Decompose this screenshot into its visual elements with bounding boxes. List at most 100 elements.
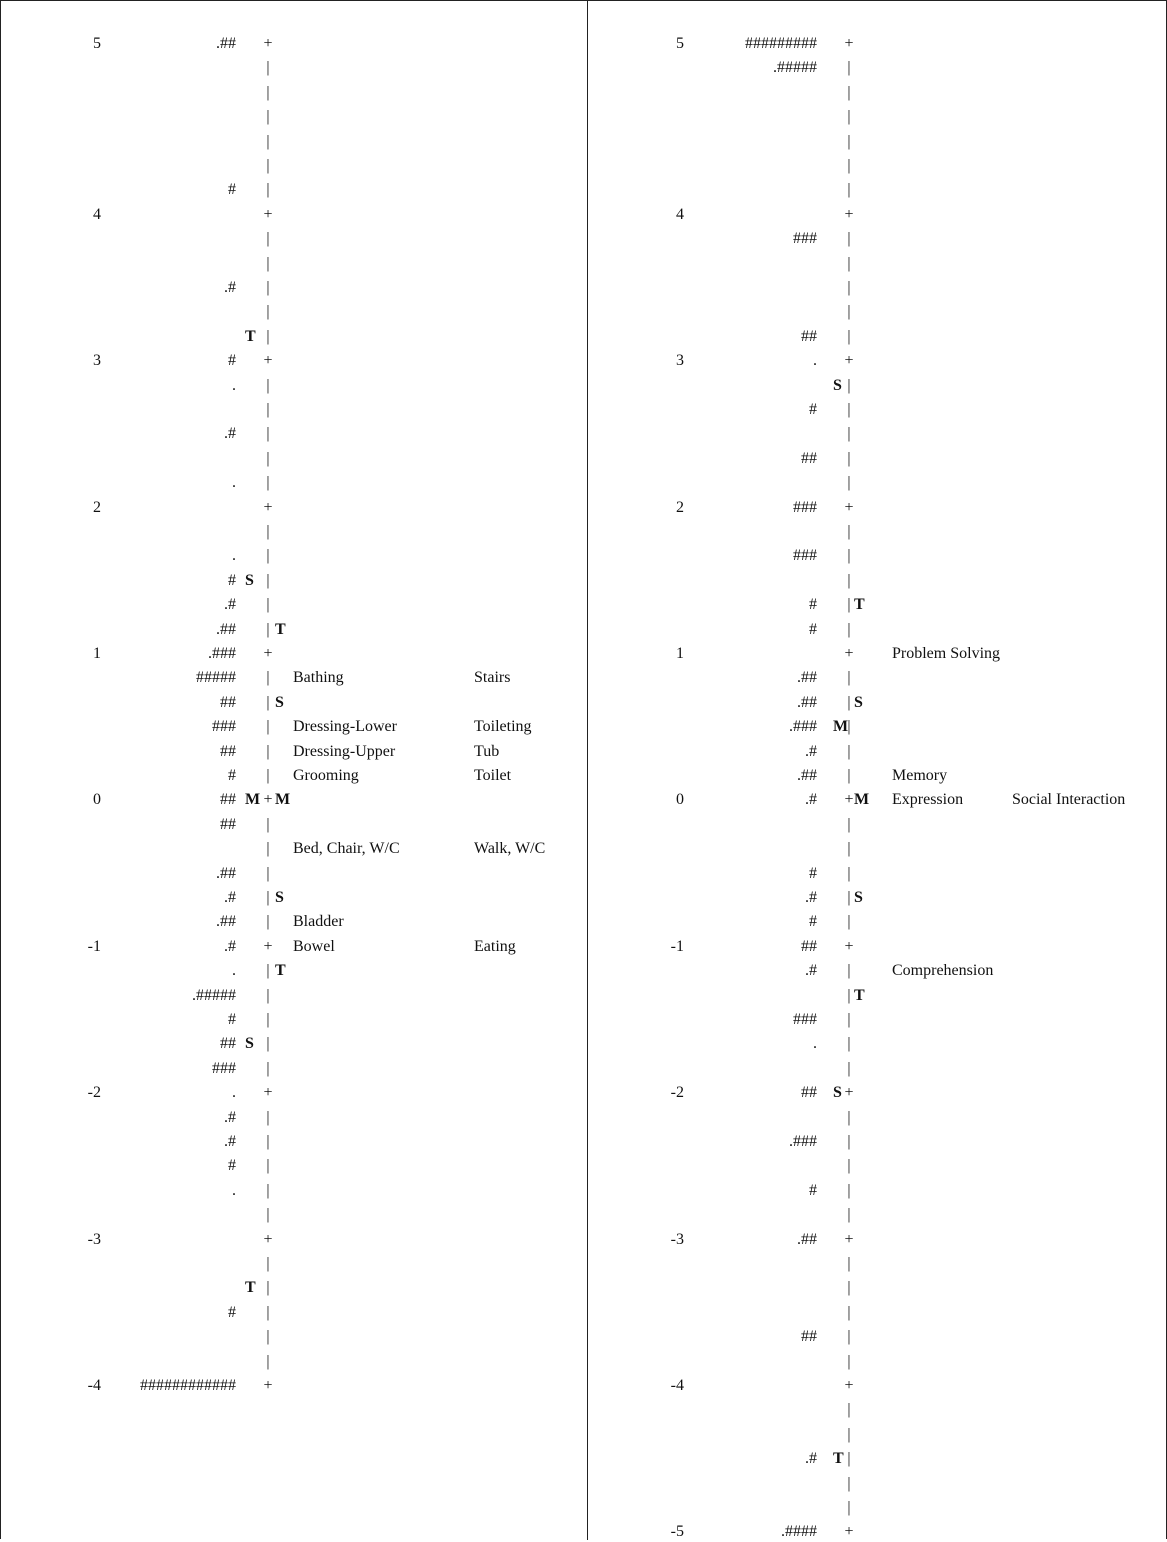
panel-divider	[587, 0, 588, 1540]
person-distribution: .	[813, 1035, 817, 1053]
axis-tick: |	[847, 1450, 851, 1468]
person-distribution: .#	[224, 1108, 236, 1126]
axis-tick: |	[266, 1059, 270, 1077]
person-distribution: .###	[208, 645, 236, 662]
item-label: Stairs	[474, 669, 511, 687]
axis-tick: |	[266, 327, 270, 345]
axis-tick: |	[847, 767, 851, 784]
person-distribution: .	[232, 962, 236, 980]
axis-tick: |	[266, 474, 270, 492]
item-label: Tub	[474, 742, 500, 760]
item-label: Memory	[892, 767, 948, 784]
person-distribution: .##	[216, 913, 236, 931]
person-distribution: #########	[745, 35, 817, 52]
axis-tick: +	[263, 35, 273, 52]
person-stat-marker: S	[245, 571, 254, 589]
axis-tick: |	[266, 449, 270, 467]
axis-tick: |	[847, 254, 851, 272]
person-distribution: ##	[801, 327, 817, 345]
axis-tick: |	[266, 401, 270, 418]
item-stat-marker: T	[854, 986, 865, 1004]
axis-tick: |	[266, 620, 270, 638]
axis-tick: +	[844, 791, 854, 809]
item-label: Problem Solving	[892, 645, 1001, 662]
axis-tick: |	[266, 1206, 270, 1224]
person-distribution: .##	[797, 1230, 817, 1248]
person-distribution: ##	[801, 937, 817, 955]
person-distribution: .#	[224, 279, 236, 296]
logit-label: -1	[670, 937, 684, 955]
person-distribution: .#	[224, 937, 236, 955]
axis-tick: +	[263, 937, 273, 955]
person-distribution: #	[809, 596, 817, 614]
person-distribution: .####	[781, 1523, 817, 1541]
axis-tick: |	[847, 83, 851, 101]
item-label: Eating	[474, 937, 516, 955]
axis-tick: |	[847, 1011, 851, 1028]
item-stat-marker: S	[854, 693, 863, 711]
person-distribution: ###	[793, 498, 817, 516]
person-distribution: ##	[220, 815, 236, 833]
logit-label: 5	[676, 35, 684, 52]
person-distribution: .###	[789, 1133, 817, 1150]
item-stat-marker: T	[854, 596, 865, 614]
axis-tick: |	[847, 449, 851, 467]
axis-tick: |	[847, 230, 851, 248]
axis-tick: |	[847, 815, 851, 833]
axis-tick: |	[847, 913, 851, 931]
person-distribution: ###	[212, 1059, 236, 1077]
logit-label: -1	[87, 937, 101, 955]
axis-tick: |	[266, 596, 270, 614]
axis-tick: |	[847, 181, 851, 199]
person-distribution: #	[809, 401, 817, 418]
person-distribution: ##	[220, 693, 236, 711]
person-distribution: #	[809, 913, 817, 931]
person-distribution: #	[228, 1011, 236, 1028]
axis-tick: |	[847, 1133, 851, 1150]
axis-tick: |	[266, 1279, 270, 1297]
person-distribution: .#####	[773, 59, 817, 77]
logit-label: 3	[676, 352, 684, 370]
person-distribution: ###	[212, 718, 236, 736]
logit-label: -5	[670, 1523, 684, 1541]
item-label: Bladder	[293, 913, 344, 931]
person-distribution: .##	[216, 864, 236, 882]
axis-tick: |	[847, 864, 851, 882]
axis-tick: |	[266, 1133, 270, 1150]
item-label: Walk, W/C	[474, 840, 546, 858]
item-label: Expression	[892, 791, 964, 809]
axis-tick: |	[847, 108, 851, 126]
axis-tick: |	[266, 1011, 270, 1028]
logit-label: -4	[87, 1377, 101, 1394]
person-stat-marker: M	[833, 718, 849, 736]
axis-tick: |	[266, 1328, 270, 1346]
axis-tick: |	[266, 1157, 270, 1175]
logit-label: 0	[93, 791, 101, 809]
axis-tick: |	[266, 376, 270, 394]
axis-tick: |	[266, 1108, 270, 1126]
axis-tick: |	[847, 596, 851, 614]
axis-tick: +	[263, 205, 273, 223]
axis-tick: |	[266, 523, 270, 540]
axis-tick: |	[266, 157, 270, 174]
person-distribution: #	[228, 352, 236, 370]
axis-tick: |	[847, 523, 851, 540]
axis-tick: |	[847, 1401, 851, 1419]
axis-tick: |	[266, 889, 270, 906]
item-label: Grooming	[293, 767, 359, 784]
axis-tick: |	[847, 1181, 851, 1199]
axis-tick: |	[266, 913, 270, 931]
person-distribution: #	[228, 1303, 236, 1321]
axis-tick: |	[847, 1255, 851, 1272]
person-stat-marker: S	[245, 1035, 254, 1053]
person-distribution: #	[809, 620, 817, 638]
person-distribution: .	[232, 1084, 236, 1102]
person-distribution: ############	[140, 1377, 236, 1394]
logit-label: 3	[93, 352, 101, 370]
axis-tick: |	[847, 1206, 851, 1224]
person-distribution: .	[232, 474, 236, 492]
person-distribution: #	[228, 181, 236, 199]
axis-tick: |	[266, 1181, 270, 1199]
axis-tick: +	[844, 1523, 854, 1541]
axis-tick: |	[847, 889, 851, 906]
